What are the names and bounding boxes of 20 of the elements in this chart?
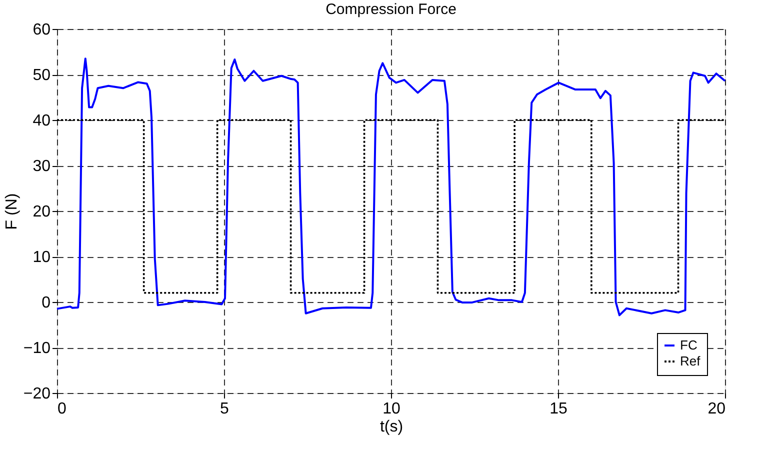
y-axis-title: F (N) [3, 193, 20, 230]
y-tick-label: 50 [32, 67, 51, 84]
y-tick-label: 40 [32, 112, 51, 130]
y-tick-label: 10 [32, 249, 51, 266]
x-tick-label: 0 [58, 400, 66, 418]
y-tick-label: 30 [32, 158, 51, 175]
y-tick-label: 0 [42, 294, 51, 312]
y-tick-label: 20 [32, 204, 51, 220]
y-tick-label: −10 [23, 340, 51, 357]
x-tick-label: 5 [220, 400, 230, 418]
x-tick-label: 20 [708, 400, 726, 418]
x-axis-title: t(s) [380, 418, 404, 436]
y-tick-label: −20 [23, 386, 51, 402]
x-tick-label: 15 [550, 400, 568, 418]
x-tick-label: 10 [382, 400, 400, 418]
legend-label: FC [680, 338, 698, 352]
chart-title: Compression Force [326, 1, 456, 18]
line-series [56, 58, 726, 316]
legend-label: Ref [680, 354, 701, 368]
y-tick-label: 60 [32, 22, 51, 38]
